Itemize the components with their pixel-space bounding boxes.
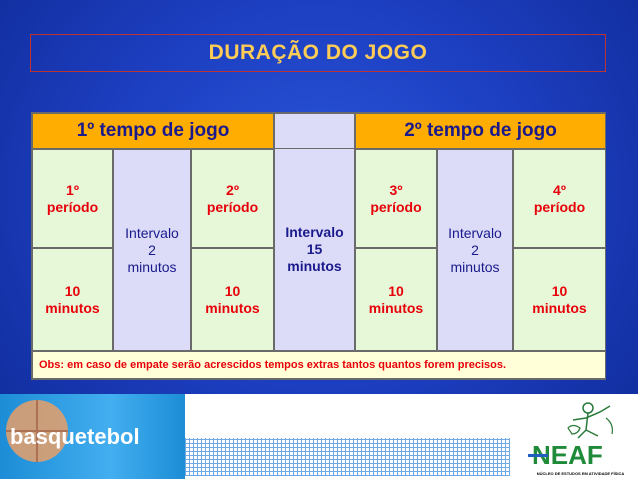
period-3-duration: 10 minutos bbox=[355, 248, 437, 351]
period-4-duration: 10 minutos bbox=[513, 248, 606, 351]
page-title: DURAÇÃO DO JOGO bbox=[208, 41, 428, 64]
decorative-grid bbox=[185, 438, 510, 476]
period-3-label: 3º período bbox=[355, 149, 437, 248]
basketball-icon bbox=[6, 400, 68, 462]
period-4-label: 4º período bbox=[513, 149, 606, 248]
header-first-half: 1º tempo de jogo bbox=[32, 113, 274, 149]
interval-short-1: Intervalo 2 minutos bbox=[113, 149, 191, 351]
period-2-duration: 10 minutos bbox=[191, 248, 274, 351]
header-second-half: 2º tempo de jogo bbox=[355, 113, 606, 149]
interval-short-2: Intervalo 2 minutos bbox=[437, 149, 513, 351]
period-1-label: 1º período bbox=[32, 149, 113, 248]
title-box: DURAÇÃO DO JOGO bbox=[30, 34, 606, 72]
basquetebol-logo: basquetebol bbox=[0, 394, 185, 479]
neaf-subtitle: NÚCLEO DE ESTUDOS EM ATIVIDADE FÍSICA bbox=[536, 471, 625, 476]
interval-long: Intervalo 15 minutos bbox=[274, 149, 355, 351]
obs-note: Obs: em caso de empate serão acrescidos … bbox=[32, 351, 606, 379]
footer: basquetebol NEAF NÚCLEO DE ESTUDOS EM AT… bbox=[0, 394, 638, 479]
period-1-duration: 10 minutos bbox=[32, 248, 113, 351]
game-duration-table: 1º tempo de jogo 2º tempo de jogo 1º per… bbox=[31, 112, 606, 380]
period-2-label: 2º período bbox=[191, 149, 274, 248]
neaf-figure-icon: NEAF bbox=[528, 402, 613, 470]
interval-long-top bbox=[274, 113, 355, 149]
logo-text: basquetebol bbox=[10, 424, 140, 449]
neaf-logo: NEAF NÚCLEO DE ESTUDOS EM ATIVIDADE FÍSI… bbox=[528, 398, 633, 476]
